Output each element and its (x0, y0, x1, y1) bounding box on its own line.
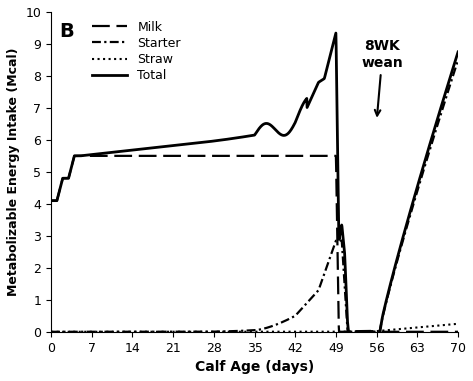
Total (455, 50, 461, 54)
Starter (236, 329, 242, 333)
Milk (189, 154, 194, 158)
Total (262, 122, 267, 126)
Total (147, 146, 153, 150)
Straw (449, 322, 455, 327)
Milk (71, 154, 77, 158)
Starter (455, 58, 461, 62)
Line: Total: Total (51, 33, 458, 347)
Straw (188, 330, 194, 334)
Milk (48, 199, 54, 203)
Milk (236, 154, 242, 158)
Line: Starter: Starter (51, 60, 458, 332)
Total (236, 135, 242, 140)
Straw (262, 330, 267, 334)
Milk (262, 154, 268, 158)
Total (333, 31, 339, 35)
Total (48, 199, 54, 203)
Legend: Milk, Starter, Straw, Total: Milk, Starter, Straw, Total (90, 18, 184, 85)
Milk (455, 330, 461, 334)
Starter (147, 330, 153, 334)
Straw (378, 328, 384, 333)
Total (188, 141, 194, 146)
Total (379, 318, 385, 322)
Text: 8WK
wean: 8WK wean (361, 39, 403, 115)
Milk (450, 330, 455, 334)
Total (348, 345, 353, 349)
Text: B: B (59, 22, 74, 40)
Milk (147, 154, 153, 158)
X-axis label: Calf Age (days): Calf Age (days) (195, 360, 314, 374)
Starter (48, 330, 54, 334)
Straw (48, 330, 54, 334)
Straw (455, 322, 461, 326)
Straw (147, 330, 153, 334)
Total (450, 67, 455, 72)
Y-axis label: Metabolizable Energy Intake (Mcal): Metabolizable Energy Intake (Mcal) (7, 48, 20, 296)
Milk (379, 330, 385, 334)
Straw (236, 330, 242, 334)
Starter (378, 321, 384, 325)
Line: Milk: Milk (51, 156, 458, 332)
Starter (188, 330, 194, 334)
Starter (262, 326, 267, 331)
Line: Straw: Straw (51, 324, 458, 332)
Milk (336, 330, 342, 334)
Starter (449, 77, 455, 81)
